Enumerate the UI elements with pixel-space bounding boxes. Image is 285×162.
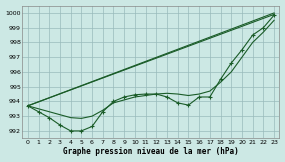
X-axis label: Graphe pression niveau de la mer (hPa): Graphe pression niveau de la mer (hPa) <box>63 147 239 156</box>
